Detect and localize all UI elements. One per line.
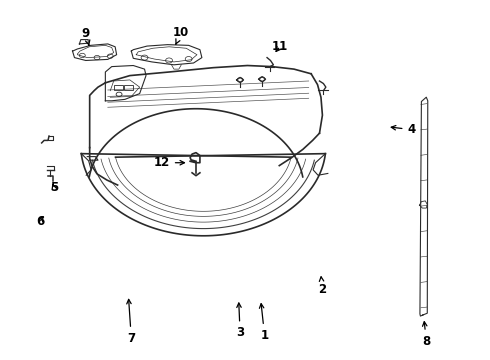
Text: 5: 5 xyxy=(50,181,58,194)
Text: 1: 1 xyxy=(259,304,269,342)
Text: 6: 6 xyxy=(36,215,44,228)
Text: 9: 9 xyxy=(82,27,90,45)
Text: 7: 7 xyxy=(127,300,135,345)
Text: 10: 10 xyxy=(173,26,190,44)
Text: 11: 11 xyxy=(272,40,289,53)
Text: 2: 2 xyxy=(318,277,326,296)
Text: 3: 3 xyxy=(236,303,244,339)
Text: 12: 12 xyxy=(153,156,184,169)
Text: 8: 8 xyxy=(422,322,430,348)
Text: 4: 4 xyxy=(391,123,416,136)
